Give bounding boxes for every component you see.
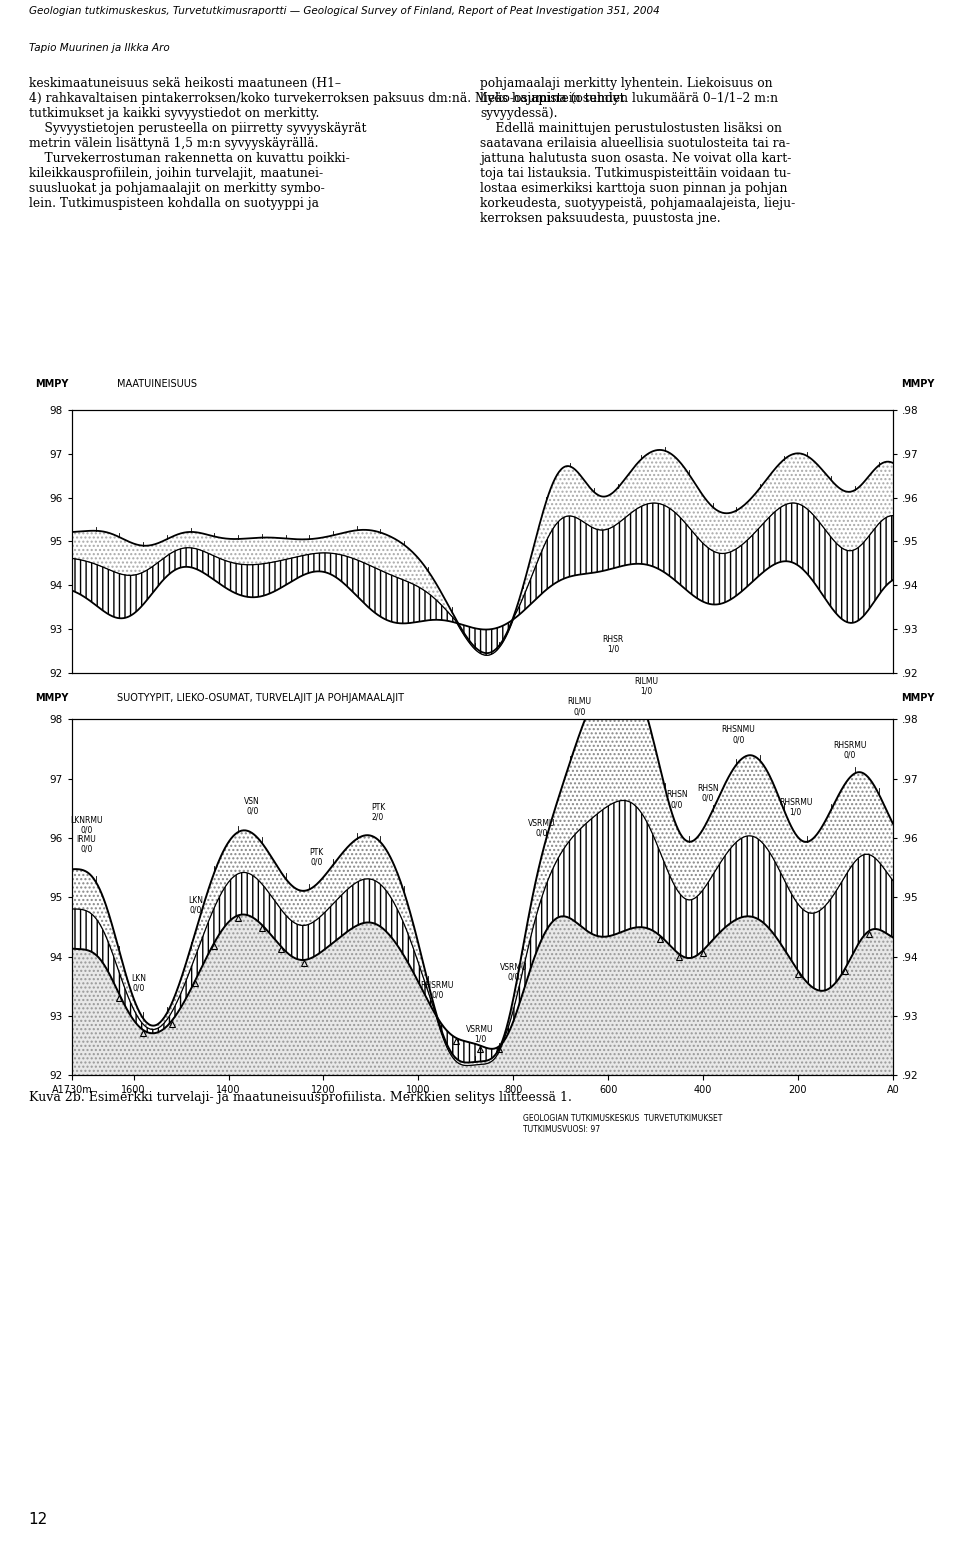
Text: GEOLOGIAN TUTKIMUSKESKUS  TURVETUTKIMUKSET
TUTKIMUSVUOSI: 97: GEOLOGIAN TUTKIMUSKESKUS TURVETUTKIMUKSE… xyxy=(523,1114,723,1134)
Text: RHSN
0/0: RHSN 0/0 xyxy=(666,791,687,809)
Text: MAATUINEISUUS: MAATUINEISUUS xyxy=(117,379,197,388)
Text: RHSN
0/0: RHSN 0/0 xyxy=(697,784,719,803)
Text: LKN
0/0: LKN 0/0 xyxy=(188,896,203,914)
Text: MMPY: MMPY xyxy=(901,379,934,388)
Text: RHSRMU
0/0: RHSRMU 0/0 xyxy=(833,741,867,760)
Text: keskimaatuneisuus sekä heikosti maatuneen (H1–
4) rahkavaltaisen pintakerroksen/: keskimaatuneisuus sekä heikosti maatunee… xyxy=(29,77,624,210)
Text: PTK
2/0: PTK 2/0 xyxy=(371,803,385,821)
Text: LKNRMU
0/0
IRMU
0/0: LKNRMU 0/0 IRMU 0/0 xyxy=(70,815,103,854)
Text: VSRMU
0/0: VSRMU 0/0 xyxy=(528,820,556,838)
Text: PTK
0/0: PTK 0/0 xyxy=(309,848,324,866)
Text: RHSNMU
0/0: RHSNMU 0/0 xyxy=(722,726,756,744)
Text: RHSRMU
1/0: RHSRMU 1/0 xyxy=(779,798,812,817)
Text: LKN
0/0: LKN 0/0 xyxy=(131,973,146,992)
Text: RILMU
1/0: RILMU 1/0 xyxy=(635,676,659,696)
Text: 12: 12 xyxy=(29,1511,48,1527)
Text: VSRMU
0/0: VSRMU 0/0 xyxy=(499,962,527,981)
Text: RHSR
1/0: RHSR 1/0 xyxy=(602,634,623,653)
Text: VSRMU
1/0: VSRMU 1/0 xyxy=(467,1026,493,1044)
Text: MMPY: MMPY xyxy=(36,379,68,388)
Text: VSN
0/0: VSN 0/0 xyxy=(245,797,260,815)
Text: MMPY: MMPY xyxy=(36,693,68,704)
Text: pohjamaalaji merkitty lyhentein. Liekoisuus on
lieko-osumina (osumien lukumäärä : pohjamaalaji merkitty lyhentein. Liekois… xyxy=(480,77,795,226)
Text: RHSRMU
0/0: RHSRMU 0/0 xyxy=(420,981,454,999)
Text: SUOTYYPIT, LIEKO-OSUMAT, TURVELAJIT JA POHJAMAALAJIT: SUOTYYPIT, LIEKO-OSUMAT, TURVELAJIT JA P… xyxy=(117,693,404,704)
Text: MMPY: MMPY xyxy=(901,693,934,704)
Text: Tapio Muurinen ja Ilkka Aro: Tapio Muurinen ja Ilkka Aro xyxy=(29,43,170,53)
Text: Kuva 2b. Esimerkki turvelaji- ja maatuneisuusprofiilista. Merkkien selitys liitt: Kuva 2b. Esimerkki turvelaji- ja maatune… xyxy=(29,1091,571,1103)
Text: Geologian tutkimuskeskus, Turvetutkimusraportti — Geological Survey of Finland, : Geologian tutkimuskeskus, Turvetutkimusr… xyxy=(29,6,660,15)
Text: RILMU
0/0: RILMU 0/0 xyxy=(567,698,591,716)
